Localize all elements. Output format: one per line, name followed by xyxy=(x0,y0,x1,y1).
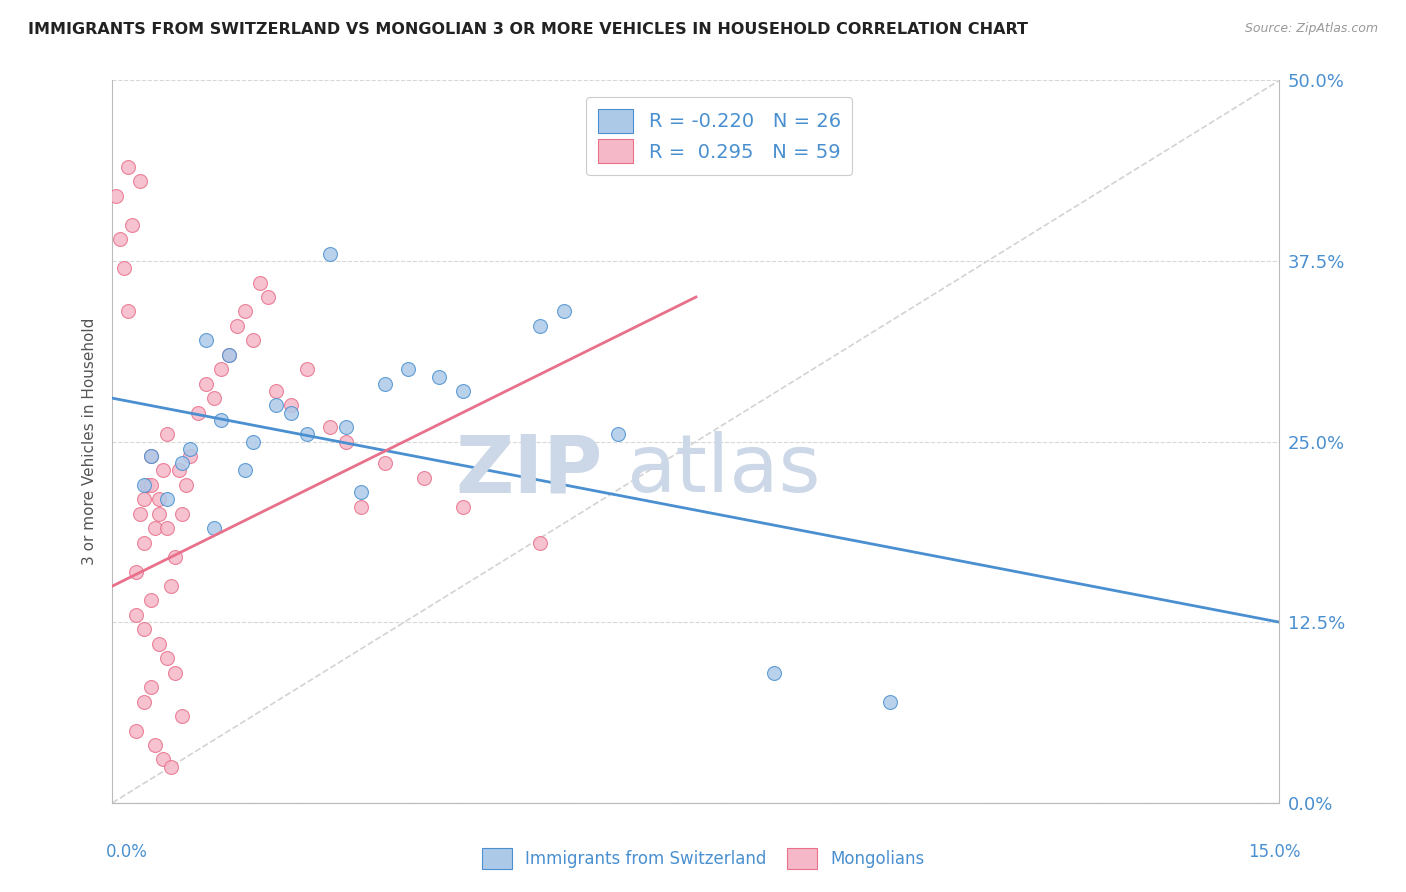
Point xyxy=(209,413,232,427)
Text: IMMIGRANTS FROM SWITZERLAND VS MONGOLIAN 3 OR MORE VEHICLES IN HOUSEHOLD CORRELA: IMMIGRANTS FROM SWITZERLAND VS MONGOLIAN… xyxy=(28,22,1028,37)
Point xyxy=(132,623,155,637)
Point xyxy=(233,304,256,318)
Point xyxy=(132,535,155,549)
Point xyxy=(319,246,342,260)
Point xyxy=(132,695,155,709)
Point xyxy=(350,485,373,500)
Point xyxy=(112,261,135,276)
Y-axis label: 3 or more Vehicles in Household: 3 or more Vehicles in Household xyxy=(82,318,97,566)
Point xyxy=(132,478,155,492)
Point xyxy=(295,362,318,376)
Point xyxy=(148,507,170,521)
Point xyxy=(451,500,474,514)
Text: atlas: atlas xyxy=(626,432,820,509)
Point xyxy=(209,362,232,376)
Point xyxy=(264,398,287,412)
Point xyxy=(160,760,183,774)
Point xyxy=(280,406,302,420)
Point xyxy=(396,362,419,376)
Point xyxy=(143,521,166,535)
Point xyxy=(156,492,179,507)
Point xyxy=(128,174,150,188)
Point xyxy=(319,420,342,434)
Point xyxy=(350,500,373,514)
Point xyxy=(194,376,217,391)
Point xyxy=(172,456,194,470)
Point xyxy=(141,478,163,492)
Point xyxy=(233,463,256,477)
Point xyxy=(156,521,179,535)
Point xyxy=(141,680,163,694)
Point xyxy=(152,752,174,766)
Point xyxy=(172,709,194,723)
Point xyxy=(121,218,143,232)
Text: Source: ZipAtlas.com: Source: ZipAtlas.com xyxy=(1244,22,1378,36)
Point xyxy=(172,507,194,521)
Point xyxy=(156,651,179,665)
Point xyxy=(762,665,785,680)
Point xyxy=(179,442,201,456)
Point xyxy=(148,492,170,507)
Point xyxy=(141,593,163,607)
Point xyxy=(117,304,139,318)
Point xyxy=(163,665,186,680)
Point xyxy=(163,550,186,565)
Point xyxy=(136,478,159,492)
Point xyxy=(194,334,217,348)
Point xyxy=(264,384,287,398)
Point xyxy=(141,449,163,463)
Point xyxy=(202,391,225,405)
Point xyxy=(110,232,132,246)
Point xyxy=(125,607,148,622)
Text: 15.0%: 15.0% xyxy=(1249,843,1301,861)
Point xyxy=(257,290,280,304)
Point xyxy=(105,189,128,203)
Point xyxy=(412,471,434,485)
Point xyxy=(187,406,209,420)
Point xyxy=(335,434,357,449)
Point xyxy=(176,478,198,492)
Point xyxy=(879,695,901,709)
Point xyxy=(141,449,163,463)
Point xyxy=(335,420,357,434)
Point xyxy=(156,427,179,442)
Point xyxy=(167,463,190,477)
Point xyxy=(242,434,264,449)
Point xyxy=(218,348,240,362)
Point xyxy=(128,507,150,521)
Point xyxy=(132,492,155,507)
Point xyxy=(529,318,551,333)
Point xyxy=(117,160,139,174)
Legend: Immigrants from Switzerland, Mongolians: Immigrants from Switzerland, Mongolians xyxy=(475,842,931,875)
Point xyxy=(125,723,148,738)
Point xyxy=(160,579,183,593)
Point xyxy=(179,449,201,463)
Point xyxy=(607,427,630,442)
Point xyxy=(143,738,166,752)
Point xyxy=(249,276,271,290)
Point xyxy=(218,348,240,362)
Point xyxy=(242,334,264,348)
Point xyxy=(280,398,302,412)
Text: 0.0%: 0.0% xyxy=(105,843,148,861)
Point xyxy=(202,521,225,535)
Point xyxy=(553,304,575,318)
Point xyxy=(529,535,551,549)
Point xyxy=(427,369,450,384)
Point xyxy=(152,463,174,477)
Point xyxy=(374,456,396,470)
Point xyxy=(226,318,249,333)
Point xyxy=(374,376,396,391)
Point xyxy=(451,384,474,398)
Point xyxy=(148,637,170,651)
Text: ZIP: ZIP xyxy=(456,432,603,509)
Legend: R = -0.220   N = 26, R =  0.295   N = 59: R = -0.220 N = 26, R = 0.295 N = 59 xyxy=(586,97,852,175)
Point xyxy=(125,565,148,579)
Point xyxy=(295,427,318,442)
